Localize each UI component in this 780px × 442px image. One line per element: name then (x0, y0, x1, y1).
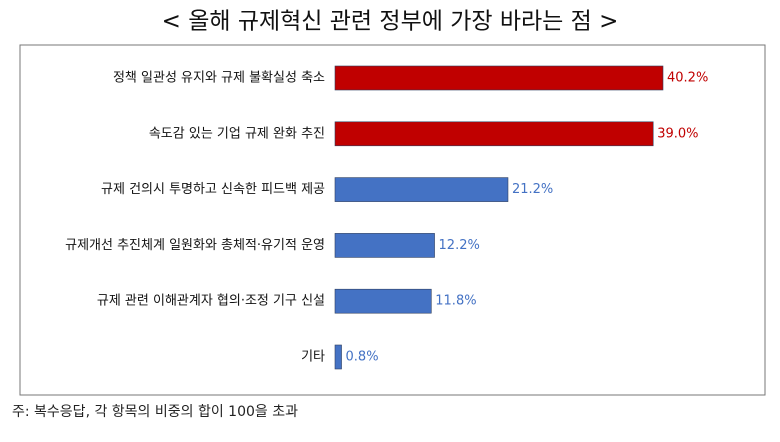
category-label: 기타 (301, 350, 325, 365)
value-label: 12.2% (439, 238, 480, 253)
value-label: 0.8% (346, 350, 379, 365)
value-label: 39.0% (657, 126, 698, 141)
category-label: 규제개선 추진체계 일원화와 총체적·유기적 운영 (65, 238, 325, 253)
category-label: 규제 관련 이해관계자 협의·조정 기구 신설 (97, 294, 325, 309)
plot-frame (19, 44, 766, 396)
bar (334, 344, 342, 370)
bar (334, 177, 509, 202)
value-label: 11.8% (435, 294, 476, 309)
bar (334, 288, 432, 314)
category-label: 속도감 있는 기업 규제 완화 추진 (149, 126, 325, 141)
bar (334, 233, 435, 258)
value-label: 21.2% (512, 182, 553, 197)
value-label: 40.2% (667, 71, 708, 86)
chart-title: < 올해 규제혁신 관련 정부에 가장 바라는 점 > (162, 9, 619, 35)
bar (334, 121, 654, 147)
category-label: 정책 일관성 유지와 규제 불확실성 축소 (113, 71, 325, 86)
bar (334, 65, 664, 91)
footnote: 주: 복수응답, 각 항목의 비중의 합이 100을 초과 (12, 404, 298, 420)
category-label: 규제 건의시 투명하고 신속한 피드백 제공 (101, 182, 325, 197)
